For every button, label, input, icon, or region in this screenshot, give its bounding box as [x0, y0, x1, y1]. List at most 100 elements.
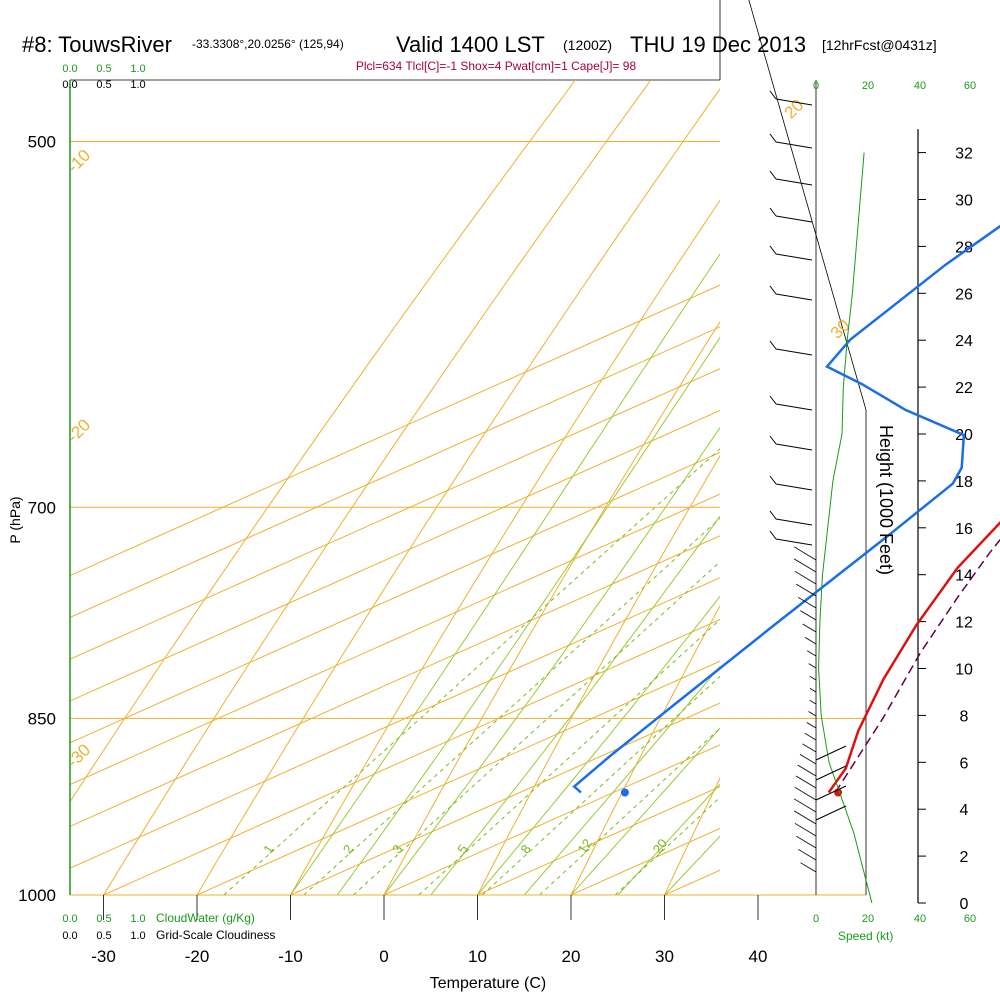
wind-barb: [797, 596, 817, 609]
isotherm-line: [196, 660, 720, 895]
speed-tick-top: 0: [813, 80, 819, 92]
cw-tick-top: 0.0: [62, 63, 77, 75]
height-axis-label: Height (1000 Feet): [876, 425, 896, 575]
isotherm-line: [383, 744, 720, 895]
cloudwater-label: CloudWater (g/Kg): [156, 911, 255, 925]
wind-barb: [769, 90, 813, 106]
cloudiness-label: Grid-Scale Cloudiness: [156, 928, 275, 942]
wind-barb: [796, 835, 817, 849]
speed-tick-top: 40: [914, 80, 926, 92]
wind-barb: [795, 775, 817, 789]
isotherm-line: [70, 535, 720, 827]
speed-tick-bottom: 20: [862, 913, 874, 925]
temperature-tick-label: 0: [379, 947, 388, 966]
wind-barb: [769, 340, 813, 356]
cw-tick-top: 0.5: [96, 63, 111, 75]
wind-barb: [794, 786, 817, 801]
cw-tick-bottom: 0.5: [96, 913, 111, 925]
isotherm-line: [70, 368, 720, 660]
height-tick-label: 10: [955, 662, 973, 679]
height-tick-label: 28: [955, 239, 973, 256]
pressure-tick-label: 1000: [18, 886, 56, 905]
cw-tick-bottom: 0.0: [62, 913, 77, 925]
cw-tick-top: 1.0: [130, 63, 145, 75]
height-tick-label: 32: [955, 146, 973, 163]
station-coords: -33.3308°,20.0256° (125,94): [192, 37, 344, 51]
cl-tick-bottom: 0.5: [96, 930, 111, 942]
isotherm-line: [70, 326, 720, 618]
cl-tick-top: 0.5: [96, 79, 111, 91]
isotherm-line: [70, 577, 720, 869]
height-tick-label: 2: [960, 849, 969, 866]
height-tick-label: 6: [960, 755, 969, 772]
mixing-ratio-label: 20: [650, 836, 671, 856]
height-tick-label: 8: [960, 708, 969, 725]
wind-barb: [802, 623, 817, 633]
wind-barb: [799, 754, 817, 765]
height-tick-label: 18: [955, 474, 973, 491]
moist-adiabat-line: [477, 595, 720, 895]
isotherm-line: [103, 618, 720, 895]
pressure-tick-label: 500: [28, 133, 56, 152]
wind-barb: [815, 805, 847, 821]
y-axis-label: P (hPa): [7, 496, 23, 543]
wind-barb: [769, 170, 813, 186]
cl-tick-top: 1.0: [130, 79, 145, 91]
wind-barb: [769, 530, 813, 546]
speed-tick-bottom: 40: [914, 913, 926, 925]
zulu-time: (1200Z): [563, 37, 612, 53]
wind-barb: [793, 558, 817, 573]
speed-tick-bottom: 60: [964, 913, 976, 925]
height-tick-label: 16: [955, 521, 973, 538]
moist-adiabat-line: [570, 727, 720, 895]
cw-tick-bottom: 1.0: [130, 913, 145, 925]
wind-barb: [769, 435, 813, 451]
wind-barb: [800, 610, 817, 621]
cl-tick-top: 0.0: [62, 79, 77, 91]
speed-tick-top: 60: [964, 80, 976, 92]
wind-barb: [769, 245, 813, 261]
wind-barb: [815, 745, 847, 761]
height-tick-label: 24: [955, 333, 973, 350]
mixing-ratio-label: 12: [574, 836, 595, 856]
dry-adiabat-line: [70, 80, 577, 803]
forecast-info: [12hrFcst@0431z]: [822, 37, 937, 53]
isotherm-line: [290, 702, 720, 895]
grid-layer: [70, 80, 720, 895]
wind-barb: [793, 798, 817, 813]
isotherm-line: [70, 451, 720, 744]
wind-barb: [802, 743, 817, 753]
wind-barb: [769, 285, 813, 301]
dry-adiabat-line: [103, 80, 652, 895]
wind-barb: [815, 785, 847, 801]
wind-barb: [769, 133, 813, 149]
temperature-tick-label: 20: [562, 947, 581, 966]
forecast-date: THU 19 Dec 2013: [630, 32, 806, 57]
wind-barb: [804, 637, 817, 645]
wind-barb: [769, 207, 813, 223]
dry-adiabat-line: [477, 454, 720, 895]
height-tick-label: 30: [955, 193, 973, 210]
wind-barb: [809, 675, 817, 681]
wind-barb: [794, 570, 817, 585]
isotherm-line: [70, 409, 720, 702]
pressure-tick-label: 850: [28, 709, 56, 728]
height-tick-label: 12: [955, 615, 973, 632]
temperature-tick-label: 40: [749, 947, 768, 966]
height-tick-label: 4: [960, 802, 969, 819]
temperature-tick-label: -20: [185, 947, 210, 966]
grid-outside: [69, 0, 926, 920]
wind-barb: [809, 699, 817, 705]
wind-speed-profile: [818, 152, 873, 904]
speed-tick-bottom: 0: [813, 913, 819, 925]
dry-adiabat-line: [196, 88, 720, 895]
parcel-line: [834, 538, 1000, 793]
wind-barb: [769, 510, 813, 526]
wind-layer: [769, 90, 873, 904]
x-axis-label: Temperature (C): [430, 975, 546, 992]
wind-barb: [793, 546, 817, 561]
temperature-tick-label: 30: [655, 947, 674, 966]
moist-adiabat-line: [430, 515, 720, 895]
moist-adiabat-line: [383, 426, 720, 895]
